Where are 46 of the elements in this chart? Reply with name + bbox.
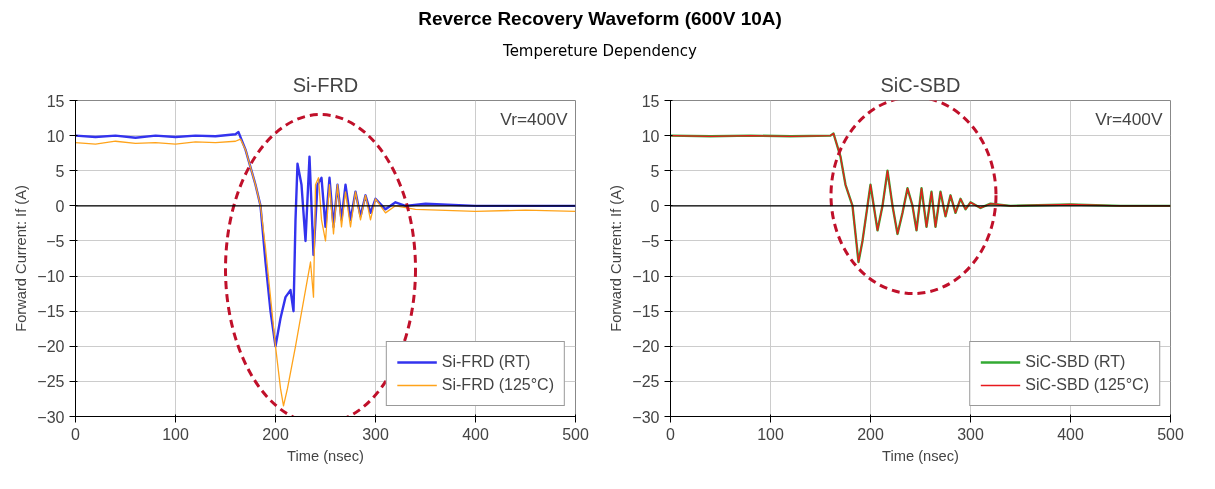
y-tick-label: 5 — [55, 162, 65, 180]
y-tick-label: −5 — [641, 232, 660, 250]
chart-title: Si-FRD — [292, 73, 359, 96]
y-tick-label: −5 — [46, 232, 65, 250]
y-tick-label: 10 — [46, 127, 65, 145]
legend-label: Si-FRD (125°C) — [441, 376, 554, 394]
y-tick-label: −20 — [37, 338, 65, 356]
y-tick-label: −10 — [632, 268, 660, 286]
y-tick-label: −30 — [37, 408, 65, 426]
annotation: Vr=400V — [500, 108, 568, 129]
x-tick-label: 200 — [857, 425, 884, 443]
x-tick-label: 300 — [957, 425, 984, 443]
y-tick-label: −30 — [632, 408, 660, 426]
legend-label: SiC-SBD (RT) — [1025, 353, 1126, 371]
y-tick-label: −15 — [632, 303, 660, 321]
chart-title: SiC-SBD — [880, 73, 961, 96]
y-tick-label: −20 — [632, 338, 660, 356]
y-tick-label: 0 — [650, 197, 660, 215]
y-tick-label: −15 — [37, 303, 65, 321]
x-axis-title: Time (nsec) — [882, 447, 959, 464]
x-tick-label: 200 — [262, 425, 289, 443]
y-tick-label: 15 — [46, 92, 65, 110]
y-tick-label: 10 — [641, 127, 660, 145]
y-axis-title: Forward Current: If (A) — [13, 185, 30, 332]
x-tick-label: 500 — [1157, 425, 1184, 443]
y-tick-label: 15 — [641, 92, 660, 110]
x-tick-label: 500 — [562, 425, 589, 443]
text: Tempereture Dependency — [502, 41, 698, 62]
text: Reverce Recovery Waveform (600V 10A) — [417, 7, 783, 31]
x-tick-label: 100 — [757, 425, 784, 443]
x-tick-label: 100 — [162, 425, 189, 443]
x-axis-title: Time (nsec) — [287, 447, 364, 464]
y-tick-label: 5 — [650, 162, 660, 180]
x-tick-label: 400 — [462, 425, 489, 443]
y-tick-label: −25 — [632, 373, 660, 391]
y-tick-label: 0 — [55, 197, 65, 215]
x-tick-label: 400 — [1057, 425, 1084, 443]
y-tick-label: −25 — [37, 373, 65, 391]
x-tick-label: 0 — [71, 425, 81, 443]
legend-label: SiC-SBD (125°C) — [1025, 376, 1149, 394]
x-tick-label: 300 — [362, 425, 389, 443]
y-axis-title: Forward Current: If (A) — [608, 185, 625, 332]
annotation: Vr=400V — [1095, 108, 1163, 129]
x-tick-label: 0 — [666, 425, 676, 443]
legend-label: Si-FRD (RT) — [441, 353, 531, 371]
y-tick-label: −10 — [37, 268, 65, 286]
